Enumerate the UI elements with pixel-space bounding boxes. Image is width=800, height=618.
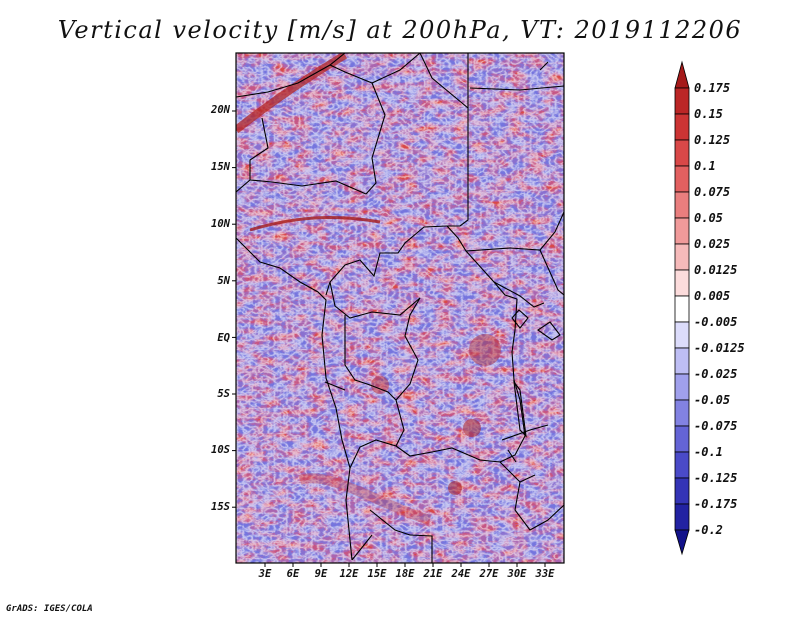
colorbar-swatch [674,243,690,271]
colorbar-label: -0.175 [694,497,738,511]
lon-label: 24E [451,568,471,580]
colorbar-swatch [674,477,690,505]
colorbar-label: 0.125 [694,133,731,147]
lat-label: 15S [211,501,230,513]
colorbar-label: -0.025 [694,367,738,381]
colorbar-label: -0.2 [694,523,723,537]
lat-label: 10S [211,444,230,456]
colorbar-label: -0.075 [694,419,738,433]
colorbar-swatch [674,425,690,453]
longitude-ticks [264,563,546,567]
colorbar-swatch [674,503,690,531]
lon-label: 12E [339,568,359,580]
colorbar-swatch [674,295,690,323]
colorbar-swatch [674,113,690,141]
colorbar-label: -0.0125 [694,341,745,355]
colorbar-swatch [674,191,690,219]
lon-label: 15E [367,568,387,580]
colorbar-swatch [674,87,690,115]
colorbar-swatch [674,139,690,167]
lat-label: 5S [217,388,230,400]
colorbar-swatch [674,373,690,401]
colorbar-swatch [674,347,690,375]
colorbar-label: 0.05 [694,211,723,225]
colorbar-top-triangle [674,60,690,89]
country-borders [236,53,564,563]
colorbar-swatch [674,399,690,427]
colorbar-label: 0.075 [694,185,731,199]
colorbar-swatch [674,165,690,193]
velocity-field [236,53,564,563]
lon-label: 21E [423,568,443,580]
colorbar-label: -0.125 [694,471,738,485]
lon-label: 9E [314,568,328,580]
lon-label: 27E [479,568,499,580]
colorbar-label: 0.1 [694,159,716,173]
colorbar-label: 0.005 [694,289,731,303]
latitude-ticks [232,110,236,508]
colorbar [674,60,690,556]
chart-title: Vertical velocity [m/s] at 200hPa, VT: 2… [57,16,743,44]
grads-credit: GrADS: IGES/COLA [6,604,93,614]
colorbar-bottom-triangle [674,529,690,556]
lon-label: 6E [286,568,300,580]
colorbar-label: 0.0125 [694,263,738,277]
lon-label: 3E [258,568,272,580]
lon-label: 33E [535,568,555,580]
colorbar-swatch [674,321,690,349]
lat-label: 10N [211,218,230,230]
colorbar-swatch [674,269,690,297]
colorbar-swatch [674,451,690,479]
colorbar-label: 0.15 [694,107,723,121]
colorbar-label: 0.025 [694,237,731,251]
colorbar-swatch [674,217,690,245]
colorbar-label: 0.175 [694,81,731,95]
colorbar-label: -0.1 [694,445,723,459]
colorbar-label: -0.005 [694,315,738,329]
lat-label: 5N [217,275,230,287]
lat-label: EQ [217,332,230,344]
lon-label: 30E [507,568,527,580]
map-frame [235,52,565,564]
lon-label: 18E [395,568,415,580]
lat-label: 20N [211,104,230,116]
lat-label: 15N [211,161,230,173]
colorbar-label: -0.05 [694,393,731,407]
